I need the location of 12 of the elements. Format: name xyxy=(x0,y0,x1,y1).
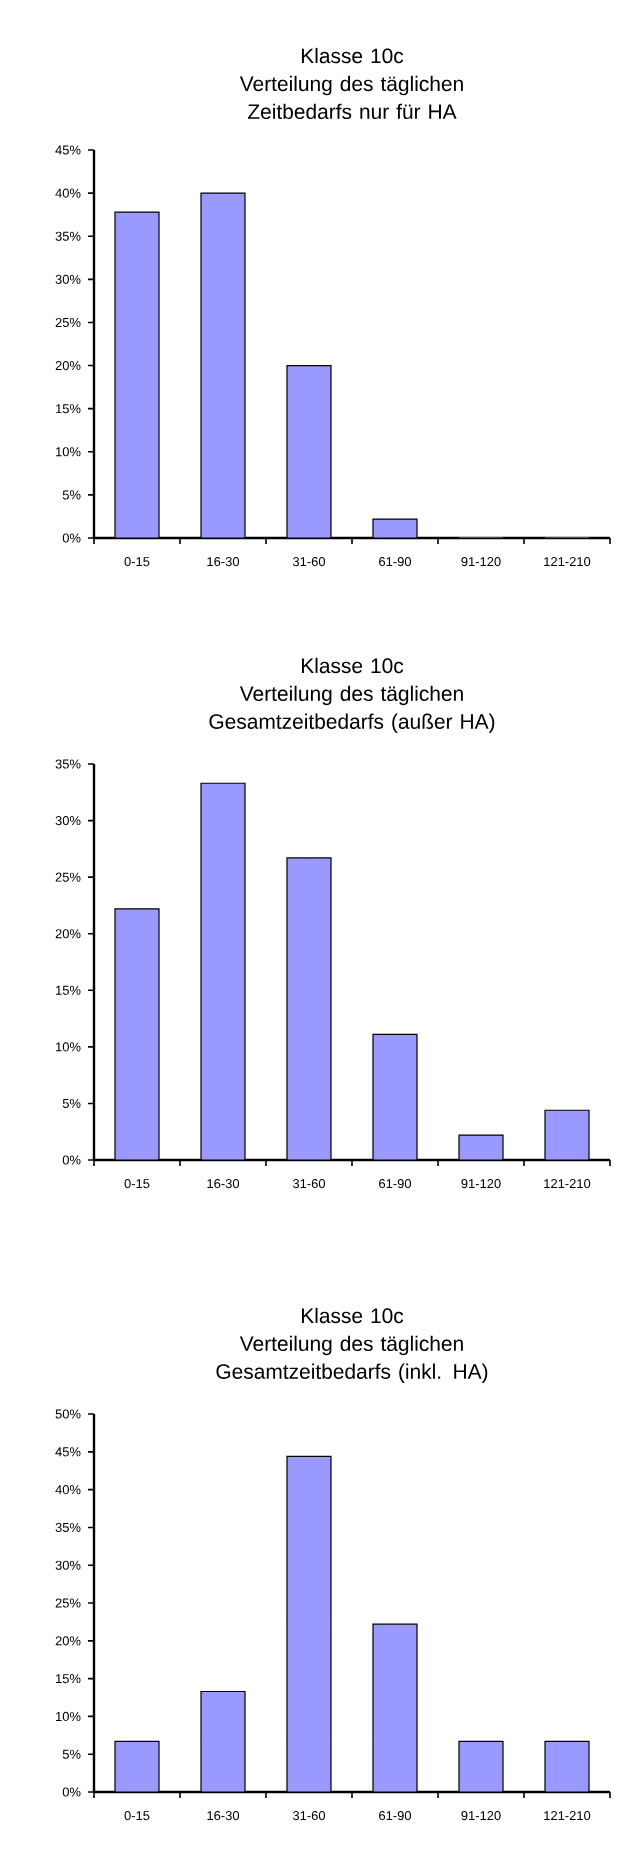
bar xyxy=(200,1690,246,1793)
chart-subtitle: Verteilung des täglichen Gesamtzeitbedarfs (außer HA) xyxy=(209,685,495,734)
bar xyxy=(544,1740,590,1793)
bar xyxy=(372,1623,418,1793)
chart-title: Klasse 10c xyxy=(301,657,404,674)
chart-subtitle: Verteilung des täglichen Gesamtzeitbedarfs (inkl. HA) xyxy=(216,1335,488,1384)
chart-title: Klasse 10c xyxy=(301,47,404,64)
chart-title: Klasse 10c xyxy=(301,1307,404,1324)
bar xyxy=(286,1455,332,1793)
chart-subtitle: Verteilung des täglichen Zeitbedarfs nur für HA xyxy=(239,75,463,120)
bar xyxy=(114,1740,160,1793)
bar xyxy=(458,1740,504,1793)
